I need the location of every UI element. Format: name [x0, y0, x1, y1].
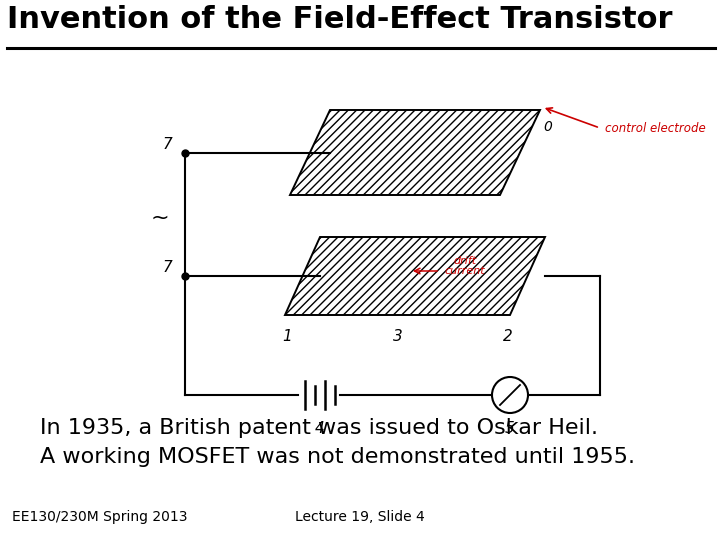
Polygon shape: [285, 237, 545, 315]
Text: 0: 0: [543, 120, 552, 134]
Text: A working MOSFET was not demonstrated until 1955.: A working MOSFET was not demonstrated un…: [40, 447, 635, 467]
Circle shape: [492, 377, 528, 413]
Text: drift
current: drift current: [445, 255, 485, 276]
Text: 5: 5: [505, 421, 515, 436]
Polygon shape: [290, 110, 540, 195]
Text: control electrode: control electrode: [605, 122, 706, 134]
Text: EE130/230M Spring 2013: EE130/230M Spring 2013: [12, 510, 187, 524]
Text: 7: 7: [162, 137, 172, 152]
Text: 3: 3: [392, 329, 402, 344]
Text: 2: 2: [503, 329, 513, 344]
Text: In 1935, a British patent was issued to Oskar Heil.: In 1935, a British patent was issued to …: [40, 418, 598, 438]
Text: 1: 1: [282, 329, 292, 344]
Text: 4: 4: [315, 421, 325, 436]
Text: 7: 7: [162, 260, 172, 275]
Text: ~: ~: [150, 208, 169, 228]
Text: Invention of the Field-Effect Transistor: Invention of the Field-Effect Transistor: [7, 5, 672, 34]
Text: Lecture 19, Slide 4: Lecture 19, Slide 4: [295, 510, 425, 524]
